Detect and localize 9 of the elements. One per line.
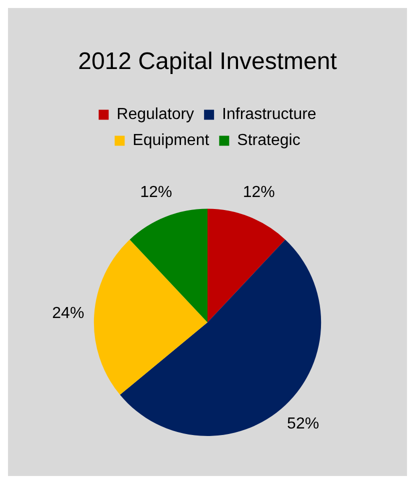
data-label: 52% xyxy=(287,416,320,433)
legend-label: Infrastructure xyxy=(222,106,316,124)
data-label: 12% xyxy=(242,184,275,202)
data-label: 24% xyxy=(52,305,84,322)
legend-label: Strategic xyxy=(237,132,300,150)
legend-label: Equipment xyxy=(132,132,210,150)
legend-label: Regulatory xyxy=(116,106,194,124)
data-label: 12% xyxy=(140,184,172,202)
chart-title: 2012 Capital Investment xyxy=(78,48,338,76)
